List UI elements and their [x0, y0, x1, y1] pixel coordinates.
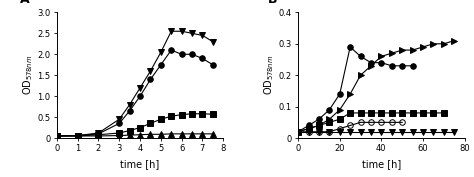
Text: B: B: [268, 0, 278, 6]
Y-axis label: OD$_{578nm}$: OD$_{578nm}$: [262, 55, 276, 95]
X-axis label: time [h]: time [h]: [120, 159, 160, 169]
X-axis label: time [h]: time [h]: [362, 159, 401, 169]
Text: A: A: [20, 0, 30, 6]
Y-axis label: OD$_{578nm}$: OD$_{578nm}$: [21, 55, 35, 95]
